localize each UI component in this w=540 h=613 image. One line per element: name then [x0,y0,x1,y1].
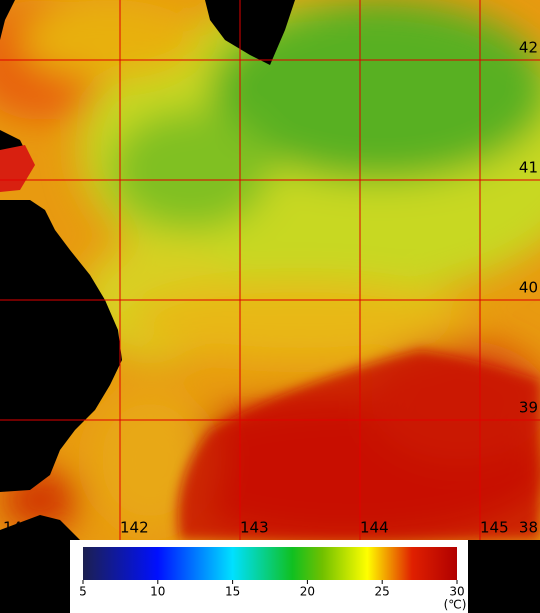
longitude-label: 143 [240,519,269,537]
colorbar-tick-label: 20 [300,585,315,599]
longitude-label: 145 [480,519,509,537]
colorbar-ticks: 5 10 15 20 25 30 [79,580,465,599]
colorbar-tick-label: 30 [449,585,464,599]
colorbar-unit: (℃) [444,598,467,612]
longitude-label: 141 [3,519,32,537]
colorbar-tick-label: 5 [79,585,87,599]
latitude-label: 39 [519,399,538,417]
longitude-label: 144 [360,519,389,537]
colorbar-tick-label: 10 [150,585,165,599]
graticule: 141 142 143 144 145 42 41 40 39 38 [0,0,540,540]
colorbar [83,547,457,580]
latitude-label: 41 [519,159,538,177]
sst-field [0,0,540,540]
colorbar-tick-label: 25 [375,585,390,599]
latitude-label: 38 [519,519,538,537]
latitude-label: 40 [519,279,538,297]
longitude-label: 142 [120,519,149,537]
latitude-label: 42 [519,39,538,57]
colorbar-tick-label: 15 [225,585,240,599]
